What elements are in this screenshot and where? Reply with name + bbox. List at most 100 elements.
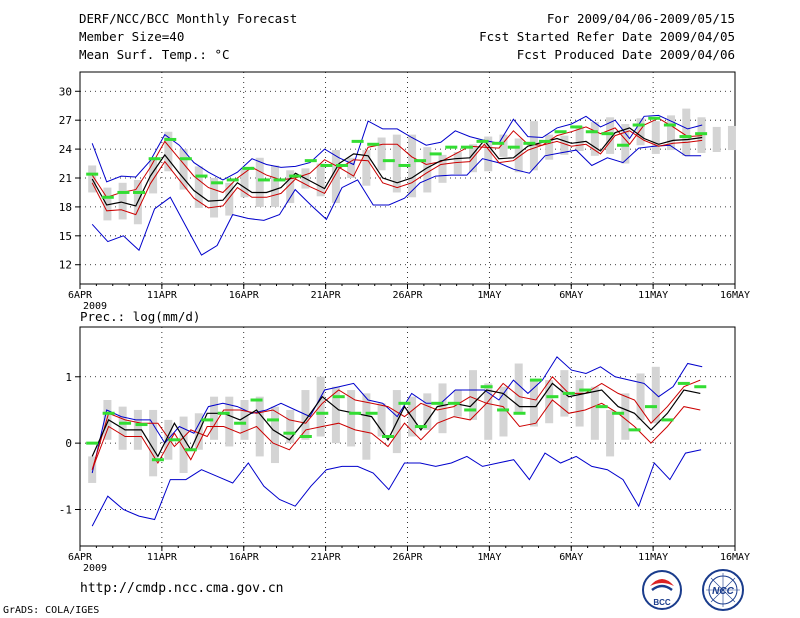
precipitation-range-box	[164, 419, 173, 460]
precipitation-marker	[464, 408, 477, 412]
temperature-range-box	[331, 150, 340, 204]
precipitation-ytick-label: 1	[65, 371, 72, 384]
temperature-range-box	[164, 131, 173, 172]
precipitation-min-line	[91, 449, 702, 527]
temperature-marker	[476, 139, 489, 143]
temperature-marker	[585, 130, 598, 134]
precipitation-xtick-label: 6APR	[68, 552, 93, 563]
precipitation-marker	[168, 438, 181, 442]
precipitation-range-box	[621, 393, 630, 440]
temperature-marker	[304, 159, 317, 163]
temperature-range-box	[712, 126, 721, 152]
precipitation-xtick-label: 11MAY	[638, 552, 668, 563]
temperature-xtick-label: 16APR	[229, 290, 260, 301]
precipitation-marker	[250, 398, 263, 402]
precipitation-marker	[119, 421, 132, 425]
precipitation-title: Prec.: log(mm/d)	[80, 309, 200, 324]
precipitation-range-box	[484, 383, 493, 440]
precipitation-year-label: 2009	[83, 563, 107, 574]
precipitation-xtick-label: 16APR	[229, 552, 260, 563]
temperature-panel: 12 15 18 21 24 27 30 6APR 11APR 16APR 21APR 26APR 1M…	[59, 71, 750, 312]
temperature-range-box	[529, 121, 538, 171]
temperature-range-box	[210, 178, 219, 218]
precipitation-marker	[86, 441, 99, 445]
precipitation-range-box	[255, 396, 264, 457]
temperature-marker	[460, 145, 473, 149]
temperature-range-box	[682, 108, 691, 156]
temperature-marker	[429, 152, 442, 156]
temperature-ytick-label: 27	[59, 114, 72, 127]
precipitation-range-box	[225, 396, 234, 447]
precipitation-max-line	[91, 356, 703, 474]
temperature-range-box	[255, 157, 264, 207]
temperature-marker	[289, 174, 302, 178]
temperature-marker	[336, 163, 348, 167]
temperature-marker	[226, 178, 239, 182]
logo-group: BCC NCC	[642, 569, 744, 611]
temperature-year-label: 2009	[83, 301, 107, 312]
temperature-marker	[86, 172, 99, 176]
precipitation-xtick-label: 16MAY	[720, 552, 750, 563]
temperature-range-box	[575, 125, 584, 152]
temperature-range-box	[499, 134, 508, 157]
precipitation-xtick-label: 11APR	[147, 552, 178, 563]
temperature-marker	[398, 163, 411, 167]
precipitation-range-box	[651, 366, 660, 424]
precipitation-range-box	[545, 380, 554, 424]
precipitation-marker	[414, 425, 427, 429]
precipitation-range-box	[377, 403, 386, 437]
temperature-xtick-label: 6MAY	[559, 290, 583, 301]
temperature-marker	[257, 178, 270, 182]
chart-title: DERF/NCC/BCC Monthly Forecast	[79, 11, 298, 26]
temperature-p10-line	[91, 130, 703, 216]
temperature-marker	[538, 139, 551, 143]
temperature-range-box	[545, 134, 554, 160]
temperature-marker	[117, 190, 130, 194]
temperature-range-box	[651, 121, 660, 154]
temperature-marker	[179, 157, 192, 161]
temperature-marker	[164, 137, 177, 141]
precipitation-xtick-label: 6MAY	[559, 552, 583, 563]
precipitation-marker	[661, 418, 674, 422]
temperature-range-box	[316, 163, 325, 197]
variable-label: Mean Surf. Temp.: °C	[79, 47, 230, 62]
precipitation-p10-line	[91, 399, 701, 470]
temperature-range-box	[286, 170, 295, 204]
temperature-marker	[554, 130, 567, 134]
temperature-marker	[320, 163, 333, 167]
temperature-range-box	[194, 166, 203, 208]
precipitation-ytick-label: 0	[65, 437, 72, 450]
temperature-range-box	[240, 168, 249, 198]
temperature-p90-line	[91, 117, 703, 198]
precipitation-marker	[135, 423, 148, 427]
temperature-marker	[101, 195, 114, 199]
source-url[interactable]: http://cmdp.ncc.cma.gov.cn	[80, 581, 284, 596]
temperature-marker	[351, 139, 364, 143]
temperature-max-line	[91, 114, 703, 183]
temperature-range-box	[408, 134, 417, 198]
temperature-marker	[648, 116, 661, 120]
precipitation-marker	[398, 401, 411, 405]
precipitation-range-box	[240, 400, 249, 440]
temperature-xtick-label: 1MAY	[477, 290, 501, 301]
temperature-range-box	[484, 136, 493, 172]
temperature-ytick-label: 12	[59, 259, 72, 272]
precipitation-marker	[184, 448, 197, 452]
temperature-ytick-label: 18	[59, 201, 72, 214]
temperature-xtick-label: 26APR	[392, 290, 423, 301]
precipitation-xtick-label: 26APR	[392, 552, 423, 563]
precipitation-range-box	[103, 400, 112, 440]
temperature-xtick-label: 16MAY	[720, 290, 750, 301]
temperature-marker	[663, 123, 676, 127]
temperature-range-box	[270, 165, 279, 207]
precipitation-range-box	[499, 386, 508, 437]
precipitation-marker	[316, 411, 329, 415]
ncc-logo-icon: NCC	[702, 569, 744, 611]
temperature-min-line	[91, 144, 702, 256]
temperature-range-box	[149, 157, 158, 194]
precipitation-range-box	[636, 373, 645, 420]
precipitation-range-box	[529, 380, 538, 427]
precipitation-range-box	[270, 406, 279, 464]
temperature-range-box	[103, 187, 112, 221]
